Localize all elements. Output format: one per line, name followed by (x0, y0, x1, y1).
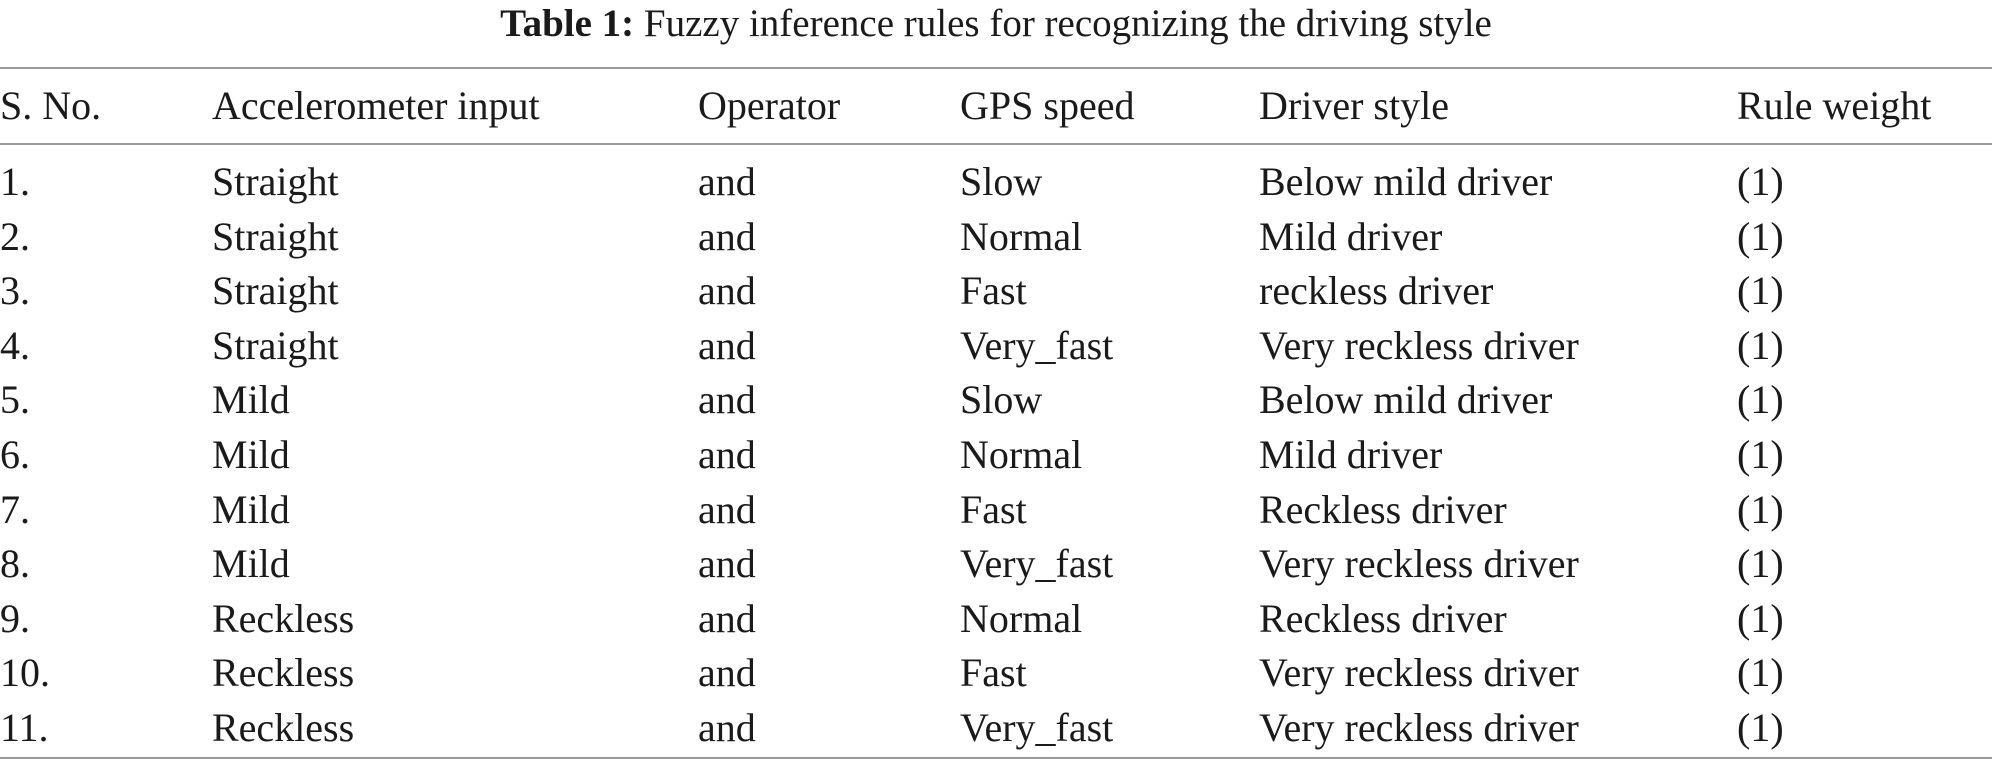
table-cell: Slow (960, 159, 1043, 204)
table-cell: 4. (0, 322, 30, 368)
table-cell: Reckless driver (1259, 486, 1507, 532)
caption-label: Table 1: (500, 2, 635, 45)
header-cell: Operator (698, 83, 841, 128)
table-cell: (1) (1737, 650, 1784, 696)
table-cell: Mild driver (1259, 432, 1443, 477)
table-row: 1. Straight and Slow Below mild driver (1) (0, 155, 1992, 209)
table-cell: Very_fast (960, 322, 1114, 368)
header-cell: Rule weight (1737, 83, 1932, 128)
table-row: 3. Straight and Fast reckless driver (1) (0, 264, 1992, 318)
table-cell: 6. (0, 432, 30, 477)
table-cell: 10. (0, 650, 50, 696)
table-cell: and (698, 377, 756, 423)
table-cell: 9. (0, 595, 30, 641)
table-cell: 2. (0, 213, 30, 259)
table-cell: Normal (960, 595, 1083, 641)
table-cell: (1) (1737, 159, 1784, 204)
table-cell: Normal (960, 213, 1083, 259)
table-cell: Mild (212, 541, 290, 587)
table-cell: (1) (1737, 595, 1784, 641)
table-cell: Very reckless driver (1259, 705, 1579, 750)
table-cell: Reckless (212, 650, 355, 696)
table-cell: Very_fast (960, 541, 1114, 587)
top-rule (0, 67, 1992, 69)
table-row: 7. Mild and Fast Reckless driver (1) (0, 483, 1992, 537)
table-cell: and (698, 432, 756, 477)
table-cell: Very reckless driver (1259, 650, 1579, 696)
bottom-rule (0, 757, 1992, 759)
table-cell: 5. (0, 377, 30, 423)
caption-text: Fuzzy inference rules for recognizing th… (643, 2, 1492, 45)
table-cell: and (698, 541, 756, 587)
table-cell: Fast (960, 650, 1027, 696)
table-cell: Mild (212, 486, 290, 532)
table-row: 6. Mild and Normal Mild driver (1) (0, 428, 1992, 482)
table-cell: and (698, 322, 756, 368)
table-cell: 11. (0, 705, 49, 750)
table-cell: and (698, 595, 756, 641)
table-caption: Table 1: Fuzzy inference rules for recog… (0, 0, 1992, 48)
table-cell: Straight (212, 322, 339, 368)
table-cell: and (698, 705, 756, 750)
table-row: 9. Reckless and Normal Reckless driver (1) (0, 592, 1992, 646)
table-cell: (1) (1737, 432, 1784, 477)
table-cell: Fast (960, 268, 1027, 314)
table-cell: (1) (1737, 268, 1784, 314)
table-row: 10. Reckless and Fast Very reckless driver (1… (0, 646, 1992, 700)
header-rule (0, 143, 1992, 145)
table-cell: Very reckless driver (1259, 322, 1579, 368)
table-cell: Mild (212, 432, 290, 477)
table-cell: Fast (960, 486, 1027, 532)
table-cell: (1) (1737, 213, 1784, 259)
table-cell: Reckless driver (1259, 595, 1507, 641)
table-cell: Slow (960, 377, 1043, 423)
table-cell: Straight (212, 268, 339, 314)
table-cell: reckless driver (1259, 268, 1494, 314)
table-cell: (1) (1737, 322, 1784, 368)
table-cell: and (698, 213, 756, 259)
table-cell: and (698, 159, 756, 204)
table-row: 11. Reckless and Very_fast Very reckless dri… (0, 701, 1992, 755)
table-cell: Normal (960, 432, 1083, 477)
header-cell: Driver style (1259, 83, 1449, 128)
table-row: 2. Straight and Normal Mild driver (1) (0, 210, 1992, 264)
header-cell: S. No. (0, 83, 102, 128)
table-cell: Reckless (212, 705, 355, 750)
table-row: 8. Mild and Very_fast Very reckless driver (1… (0, 537, 1992, 591)
table-row: 5. Mild and Slow Below mild driver (1) (0, 373, 1992, 427)
table-cell: and (698, 650, 756, 696)
table-cell: (1) (1737, 486, 1784, 532)
table-cell: Straight (212, 213, 339, 259)
table-cell: (1) (1737, 541, 1784, 587)
table-cell: Very reckless driver (1259, 541, 1579, 587)
table-cell: Reckless (212, 595, 355, 641)
table-cell: and (698, 486, 756, 532)
table-cell: and (698, 268, 756, 314)
table-cell: Straight (212, 159, 339, 204)
table-cell: Very_fast (960, 705, 1114, 750)
table-cell: 3. (0, 268, 30, 314)
table-cell: Below mild driver (1259, 159, 1553, 204)
table-cell: 8. (0, 541, 30, 587)
table-cell: (1) (1737, 705, 1784, 750)
table-cell: Mild (212, 377, 290, 423)
table-cell: (1) (1737, 377, 1784, 423)
table-row: 4. Straight and Very_fast Very reckless driv… (0, 319, 1992, 373)
table-cell: Below mild driver (1259, 377, 1553, 423)
table-cell: 1. (0, 159, 30, 204)
table-cell: 7. (0, 486, 30, 532)
header-row: S. No. Accelerometer input Operator GPS … (0, 79, 1992, 133)
table-cell: Mild driver (1259, 213, 1443, 259)
header-cell: GPS speed (960, 83, 1135, 128)
header-cell: Accelerometer input (212, 83, 540, 128)
